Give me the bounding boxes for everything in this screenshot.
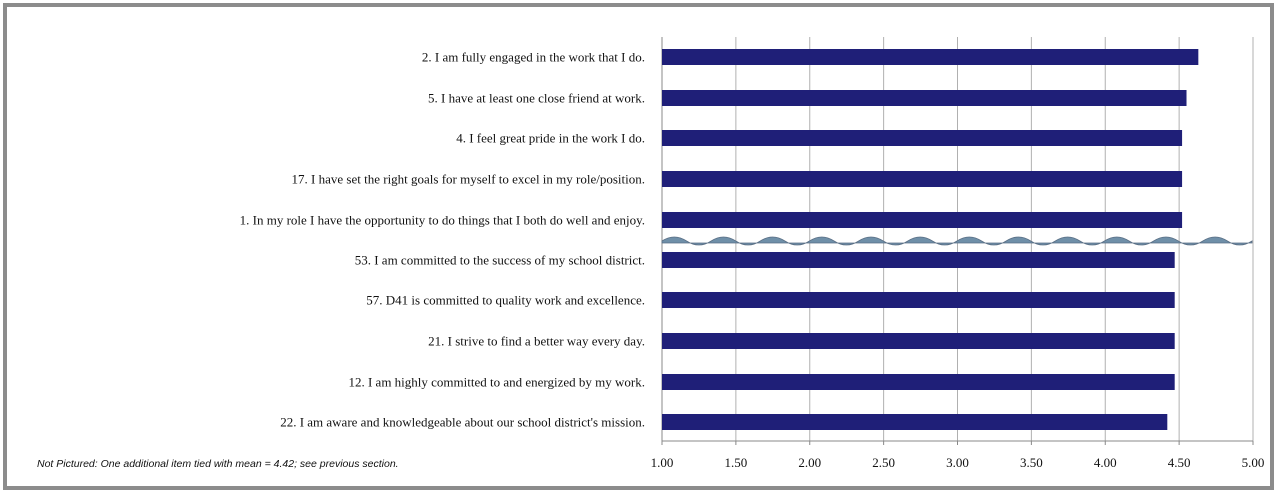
bar: [662, 212, 1183, 228]
category-label: 2. I am fully engaged in the work that I…: [422, 50, 645, 65]
category-label: 5. I have at least one close friend at w…: [428, 91, 645, 106]
bar: [662, 171, 1183, 187]
category-label: 1. In my role I have the opportunity to …: [240, 213, 645, 228]
axis-break: [661, 236, 1253, 246]
x-tick-label: 1.00: [651, 455, 674, 470]
x-tick-label: 3.00: [946, 455, 969, 470]
x-tick-label: 1.50: [725, 455, 748, 470]
x-tick-label: 5.00: [1242, 455, 1265, 470]
x-tick-label: 2.00: [798, 455, 821, 470]
break-wave: [661, 236, 1253, 246]
bar: [662, 130, 1183, 146]
footnote: Not Pictured: One additional item tied w…: [37, 458, 399, 470]
bar: [662, 333, 1175, 349]
bar: [662, 414, 1168, 430]
x-tick-label: 4.00: [1094, 455, 1117, 470]
bar: [662, 90, 1187, 106]
bar: [662, 292, 1175, 308]
bars: [662, 49, 1199, 430]
x-tick-label: 4.50: [1168, 455, 1191, 470]
category-label: 4. I feel great pride in the work I do.: [456, 131, 645, 146]
x-tick-label: 3.50: [1020, 455, 1043, 470]
bar: [662, 49, 1199, 65]
x-tick-label: 2.50: [872, 455, 895, 470]
category-labels: 2. I am fully engaged in the work that I…: [240, 50, 645, 430]
category-label: 57. D41 is committed to quality work and…: [366, 293, 645, 308]
category-label: 21. I strive to find a better way every …: [428, 334, 645, 349]
category-label: 53. I am committed to the success of my …: [355, 253, 645, 268]
bar: [662, 252, 1175, 268]
category-label: 17. I have set the right goals for mysel…: [292, 172, 645, 187]
x-tick-labels: 1.00 1.50 2.00 2.50 3.00 3.50 4.00 4.50 5.00: [651, 455, 1265, 470]
bar: [662, 374, 1175, 390]
chart-frame: [3, 3, 1274, 490]
category-label: 12. I am highly committed to and energiz…: [348, 375, 645, 390]
category-label: 22. I am aware and knowledgeable about o…: [280, 415, 645, 430]
